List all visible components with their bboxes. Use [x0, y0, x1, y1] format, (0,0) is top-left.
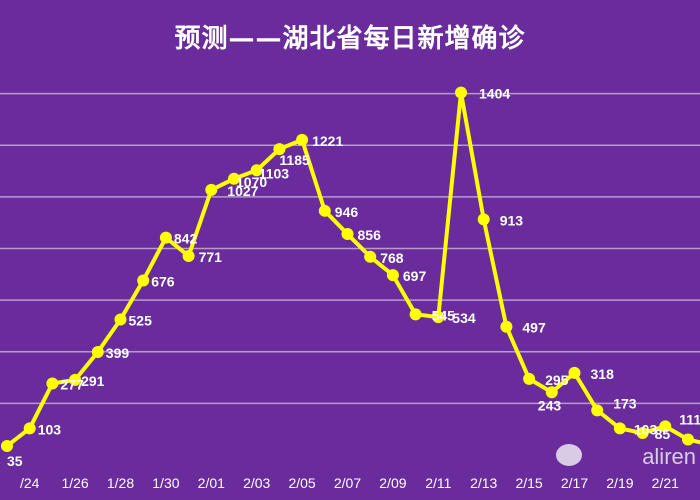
x-tick-labels: /24 1/26 1/28 1/30 2/01 2/03 2/05 2/07 2/09 2/11 2…	[20, 475, 679, 491]
data-point	[228, 172, 240, 185]
data-point	[159, 231, 172, 244]
data-point	[205, 183, 218, 196]
data-label: 771	[199, 249, 223, 265]
data-point	[432, 311, 445, 324]
x-tick-label: 2/15	[515, 475, 542, 491]
data-point	[137, 274, 150, 287]
data-label: 399	[106, 345, 130, 361]
data-point	[477, 213, 490, 226]
x-tick-label: /24	[20, 475, 40, 491]
x-tick-label: 1/28	[107, 475, 134, 491]
data-label: 111	[679, 411, 700, 427]
data-label: 1404	[479, 86, 510, 102]
data-point	[591, 404, 604, 417]
data-label: 697	[403, 268, 427, 284]
data-label: 913	[500, 212, 524, 228]
data-label: 35	[7, 453, 23, 469]
data-label: 295	[545, 372, 569, 388]
data-labels: 3510327729139952567684277110271070110311…	[7, 86, 700, 469]
data-point	[523, 372, 536, 385]
data-label: 768	[380, 250, 404, 266]
data-point	[659, 420, 672, 433]
data-label: 1027	[227, 183, 258, 199]
data-label: 534	[452, 310, 476, 326]
x-tick-label: 2/11	[425, 475, 451, 491]
data-label: 842	[174, 231, 198, 247]
data-label: 291	[81, 373, 105, 389]
data-point	[318, 204, 331, 217]
data-point	[341, 228, 354, 241]
x-tick-label: 2/17	[561, 475, 588, 491]
data-label: 277	[60, 376, 84, 392]
data-point	[545, 386, 558, 399]
data-label: 676	[151, 274, 175, 290]
data-label: 103	[634, 421, 658, 437]
data-point	[114, 313, 127, 326]
data-point	[409, 308, 422, 321]
x-tick-label: 2/07	[334, 475, 361, 491]
wechat-icon	[556, 444, 582, 466]
data-point	[1, 439, 13, 452]
data-label: 1185	[279, 152, 310, 168]
watermark: aliren	[642, 444, 696, 469]
data-label: 173	[613, 395, 637, 411]
x-tick-label: 2/01	[198, 475, 225, 491]
data-point	[568, 366, 581, 379]
data-point	[250, 164, 263, 177]
x-tick-label: 2/21	[652, 475, 679, 491]
data-point	[46, 377, 59, 390]
data-point	[682, 433, 694, 446]
series-line	[1, 86, 700, 452]
data-point	[636, 427, 649, 440]
data-point	[69, 373, 82, 386]
data-point	[500, 320, 513, 333]
data-label: 525	[129, 312, 153, 328]
x-tick-label: 1/26	[61, 475, 88, 491]
data-label: 103	[38, 421, 62, 437]
grid-lines	[0, 92, 700, 405]
data-label: 946	[335, 204, 359, 220]
data-point	[386, 269, 399, 282]
x-tick-label: 2/03	[243, 475, 270, 491]
data-label: 1070	[236, 174, 267, 190]
x-tick-label: 2/05	[288, 475, 315, 491]
data-label: 545	[432, 307, 456, 323]
data-label: 243	[538, 397, 562, 413]
data-point	[182, 249, 195, 262]
data-point	[364, 250, 377, 263]
data-label: 1103	[259, 165, 290, 181]
data-label: 1221	[312, 133, 343, 149]
series-polyline	[5, 90, 700, 448]
x-tick-label: 2/09	[379, 475, 406, 491]
data-point	[613, 422, 626, 435]
data-point	[296, 133, 309, 146]
chart-title: 预测——湖北省每日新增确诊	[174, 24, 526, 54]
data-point	[23, 422, 36, 435]
data-label: 497	[522, 320, 546, 336]
data-point	[455, 86, 467, 99]
data-point	[273, 143, 286, 156]
x-tick-label: 2/13	[470, 475, 497, 491]
x-tick-label: 2/19	[606, 475, 633, 491]
data-label: 318	[591, 366, 615, 382]
x-tick-label: 1/30	[152, 475, 179, 491]
data-label: 85	[655, 426, 671, 442]
data-label: 856	[358, 227, 382, 243]
data-point	[91, 346, 104, 359]
